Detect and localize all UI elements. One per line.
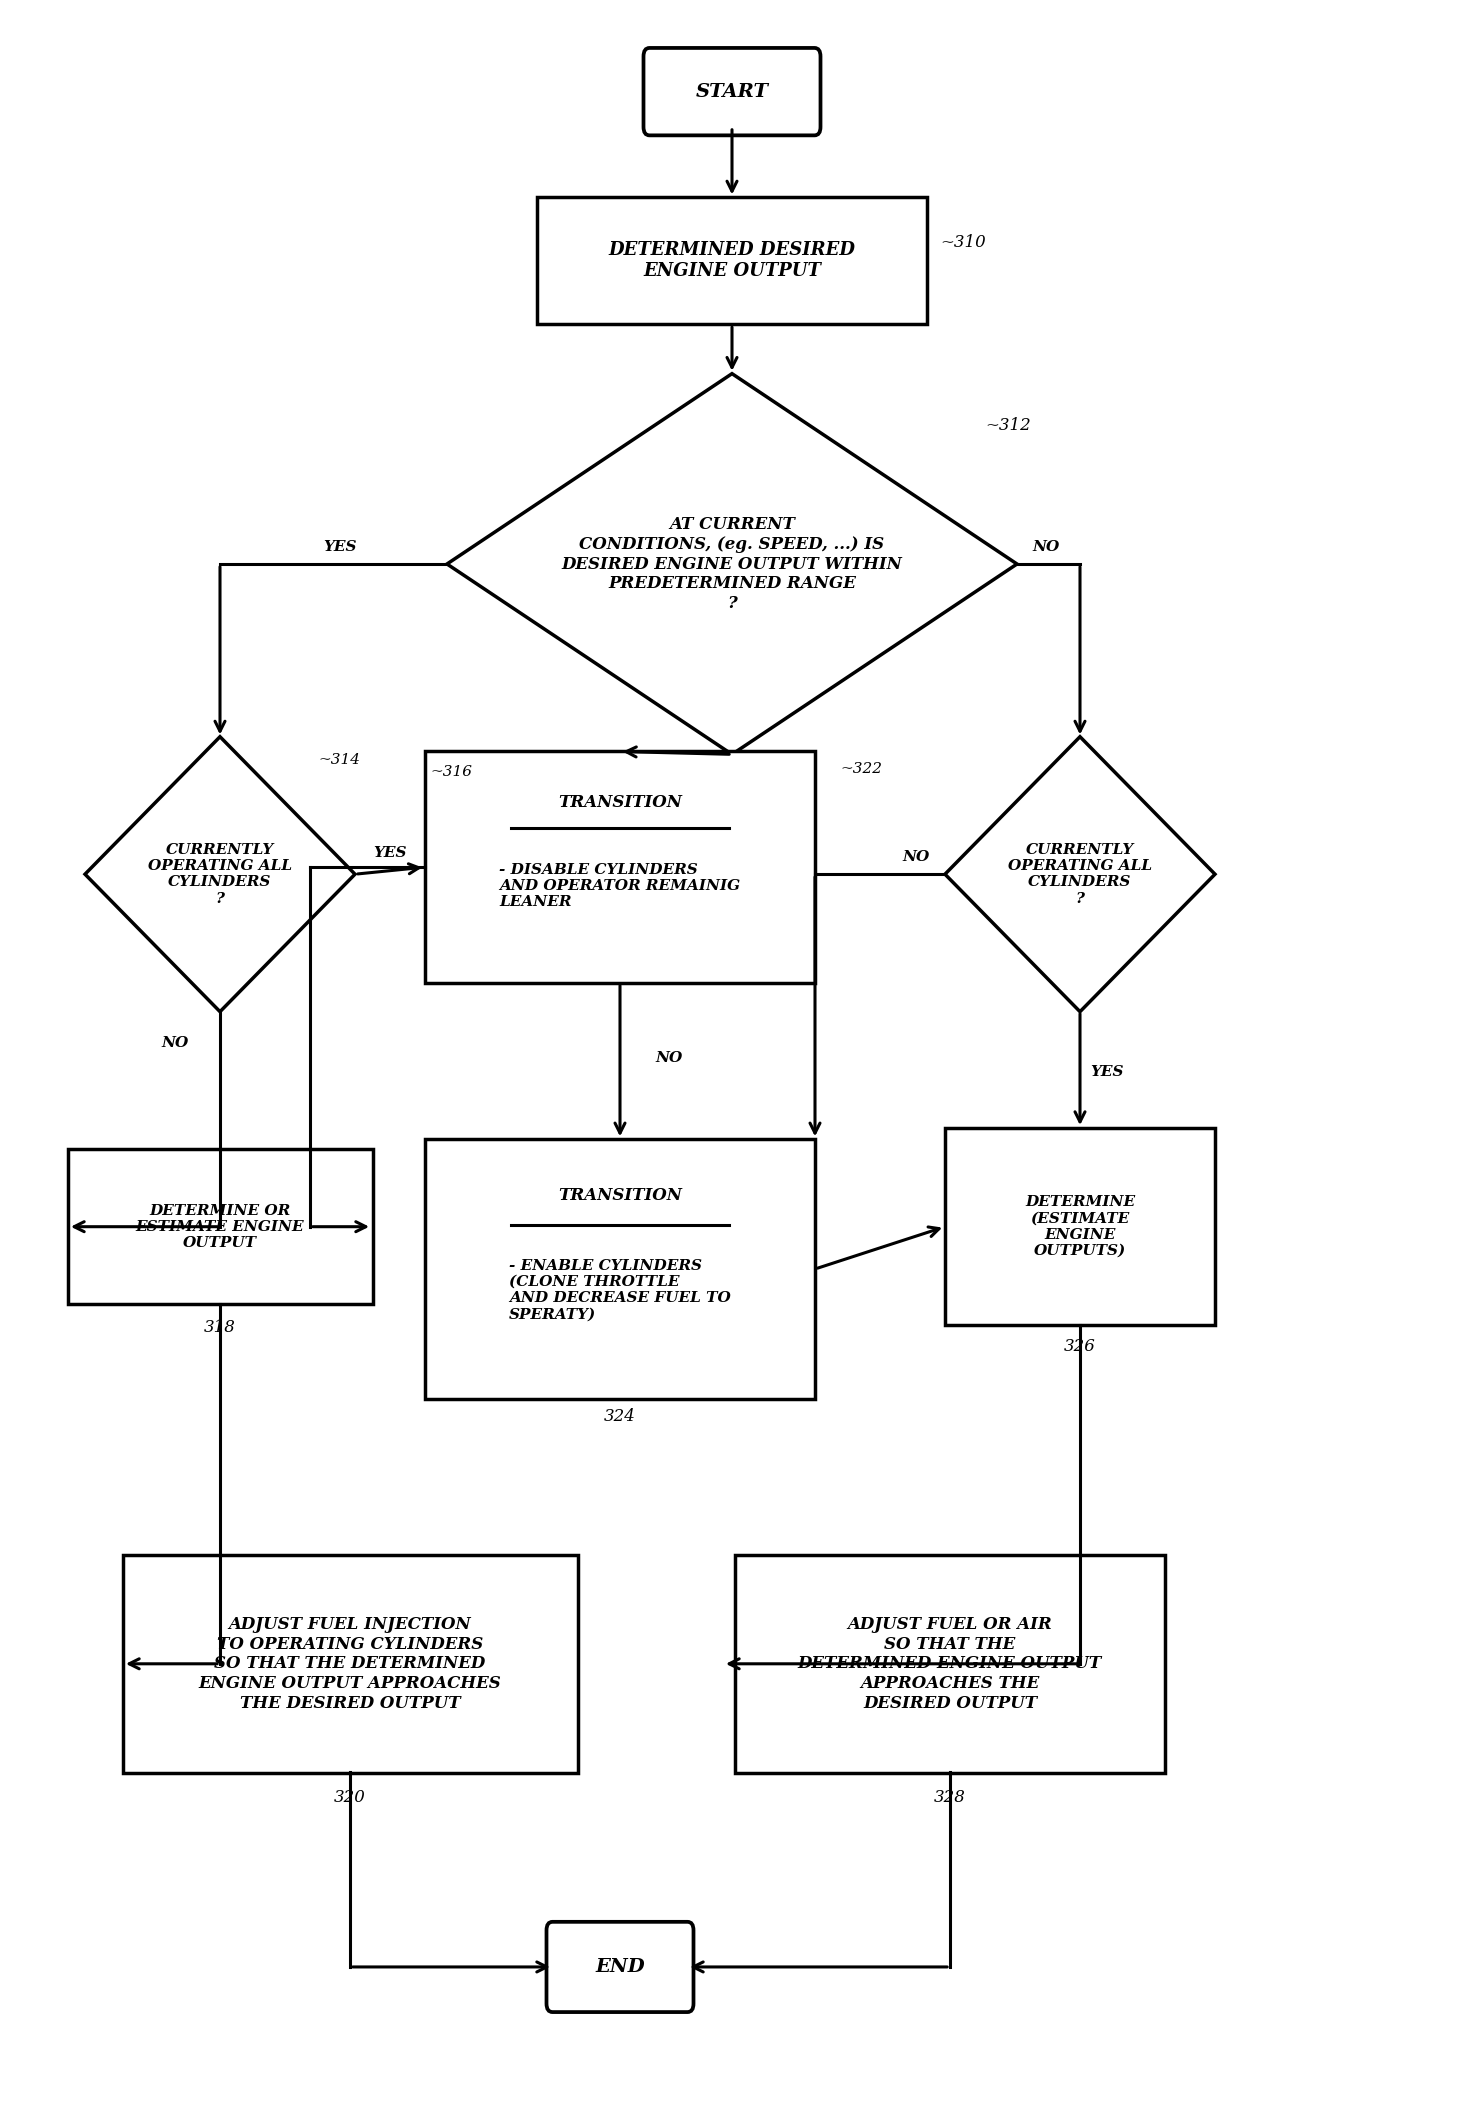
Polygon shape xyxy=(945,736,1214,1011)
Text: ~310: ~310 xyxy=(941,235,986,252)
Text: NO: NO xyxy=(902,850,930,865)
Text: YES: YES xyxy=(374,846,407,861)
Text: YES: YES xyxy=(324,539,357,554)
Text: 320: 320 xyxy=(334,1789,366,1806)
Text: DETERMINED DESIRED
ENGINE OUTPUT: DETERMINED DESIRED ENGINE OUTPUT xyxy=(608,241,856,281)
Text: NO: NO xyxy=(161,1036,189,1051)
Text: 326: 326 xyxy=(1064,1339,1096,1356)
Text: START: START xyxy=(696,82,769,102)
Text: NO: NO xyxy=(1033,539,1061,554)
Text: TRANSITION: TRANSITION xyxy=(558,793,683,810)
Text: END: END xyxy=(595,1958,645,1975)
Text: ~322: ~322 xyxy=(839,761,882,776)
Bar xyxy=(425,751,815,983)
Bar xyxy=(735,1555,1165,1772)
Text: DETERMINE
(ESTIMATE
ENGINE
OUTPUTS): DETERMINE (ESTIMATE ENGINE OUTPUTS) xyxy=(1026,1195,1135,1258)
Polygon shape xyxy=(85,736,355,1011)
Polygon shape xyxy=(447,374,1017,755)
Bar xyxy=(123,1555,577,1772)
Text: - DISABLE CYLINDERS
AND OPERATOR REMAINIG
LEANER: - DISABLE CYLINDERS AND OPERATOR REMAINI… xyxy=(500,863,741,909)
Text: YES: YES xyxy=(1090,1064,1124,1079)
FancyBboxPatch shape xyxy=(643,49,820,135)
Text: ~312: ~312 xyxy=(984,417,1031,434)
Bar xyxy=(425,1138,815,1400)
Text: ADJUST FUEL INJECTION
TO OPERATING CYLINDERS
SO THAT THE DETERMINED
ENGINE OUTPU: ADJUST FUEL INJECTION TO OPERATING CYLIN… xyxy=(199,1616,501,1711)
Text: AT CURRENT
CONDITIONS, (eg. SPEED, ...) IS
DESIRED ENGINE OUTPUT WITHIN
PREDETER: AT CURRENT CONDITIONS, (eg. SPEED, ...) … xyxy=(561,516,902,611)
FancyBboxPatch shape xyxy=(546,1923,693,2011)
Text: CURRENTLY
OPERATING ALL
CYLINDERS
?: CURRENTLY OPERATING ALL CYLINDERS ? xyxy=(148,844,292,905)
Text: ADJUST FUEL OR AIR
SO THAT THE
DETERMINED ENGINE OUTPUT
APPROACHES THE
DESIRED O: ADJUST FUEL OR AIR SO THAT THE DETERMINE… xyxy=(798,1616,1102,1711)
Text: 318: 318 xyxy=(204,1320,236,1337)
Text: CURRENTLY
OPERATING ALL
CYLINDERS
?: CURRENTLY OPERATING ALL CYLINDERS ? xyxy=(1008,844,1151,905)
Text: - ENABLE CYLINDERS
(CLONE THROTTLE
AND DECREASE FUEL TO
SPERATY): - ENABLE CYLINDERS (CLONE THROTTLE AND D… xyxy=(510,1258,731,1322)
Text: 324: 324 xyxy=(604,1409,636,1426)
Text: DETERMINE OR
ESTIMATE ENGINE
OUTPUT: DETERMINE OR ESTIMATE ENGINE OUTPUT xyxy=(136,1203,305,1250)
Text: 328: 328 xyxy=(935,1789,965,1806)
Text: TRANSITION: TRANSITION xyxy=(558,1187,683,1203)
Text: ~314: ~314 xyxy=(318,753,360,768)
Bar xyxy=(67,1148,372,1305)
Text: ~316: ~316 xyxy=(431,764,472,778)
Bar xyxy=(945,1127,1214,1326)
Bar xyxy=(538,197,927,324)
Text: NO: NO xyxy=(655,1051,683,1064)
